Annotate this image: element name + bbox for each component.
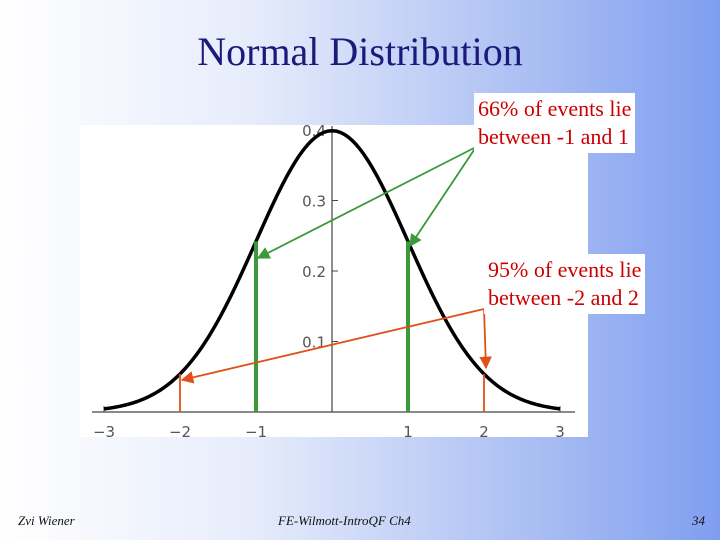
callout-66-line-2: between -1 and 1 bbox=[478, 124, 629, 149]
callout-95-line-1: 95% of events lie bbox=[488, 257, 642, 282]
annotation-arrows bbox=[180, 146, 492, 384]
x-tick-label-2: −1 bbox=[245, 423, 267, 441]
y-tick-label-2: 0.3 bbox=[302, 193, 326, 211]
arrow-95-to-x2 bbox=[479, 308, 492, 370]
footer-author: Zvi Wiener bbox=[18, 513, 75, 528]
callout-95-line-2: between -2 and 2 bbox=[488, 285, 639, 310]
x-tick-label-4: 2 bbox=[479, 423, 489, 441]
y-tick-label-1: 0.2 bbox=[302, 263, 326, 281]
x-tick-label-3: 1 bbox=[403, 423, 413, 441]
callout-95-percent: 95% of events lie between -2 and 2 bbox=[484, 254, 646, 314]
footer-page-number: 34 bbox=[692, 513, 705, 528]
arrow-95-to-x-2 bbox=[180, 308, 485, 384]
x-tick-label-5: 3 bbox=[555, 423, 565, 441]
chart-layer: −3 −2 −1 1 2 30.10.20.30.4 bbox=[92, 122, 575, 441]
x-tick-label-0: −3 bbox=[93, 423, 115, 441]
arrow-66-to-x1 bbox=[409, 146, 477, 248]
arrow-66-to-x-1 bbox=[256, 146, 477, 259]
callout-66-line-1: 66% of events lie bbox=[478, 96, 632, 121]
slide-title: Normal Distribution bbox=[197, 29, 523, 74]
x-tick-label-1: −2 bbox=[169, 423, 191, 441]
callout-66-percent: 66% of events lie between -1 and 1 bbox=[474, 93, 636, 153]
footer-course: FE-Wilmott-IntroQF Ch4 bbox=[278, 513, 411, 528]
